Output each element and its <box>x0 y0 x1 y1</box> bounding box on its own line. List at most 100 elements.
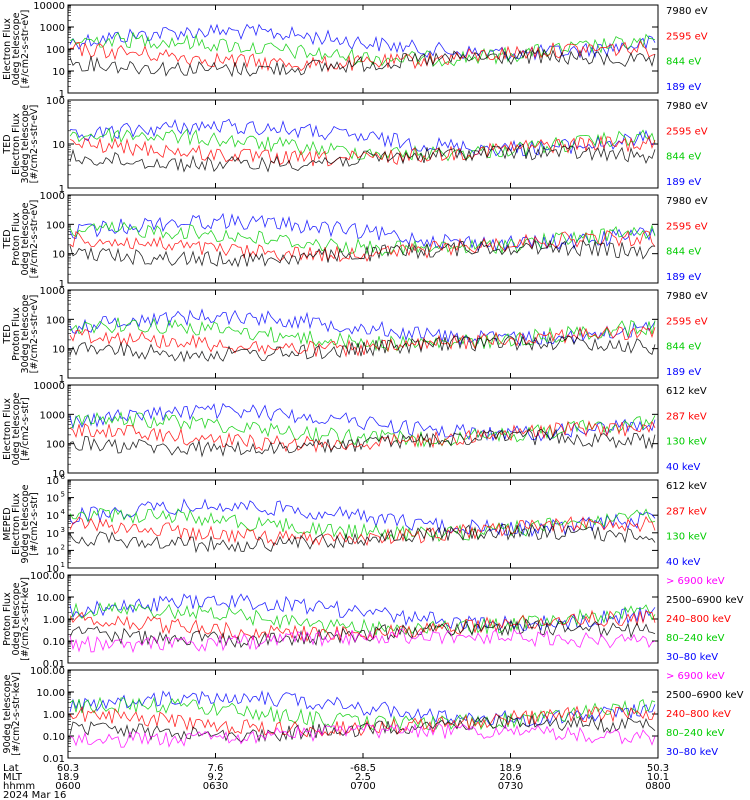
y-tick-label: 0.01 <box>43 754 65 765</box>
y-tick-label: 10 <box>52 469 65 480</box>
legend-entry: 189 eV <box>666 367 701 378</box>
y-axis-label: Electron Flux <box>2 398 13 460</box>
legend-entry: 612 keV <box>666 481 707 492</box>
legend-entry: 7980 eV <box>666 291 708 302</box>
trace-series <box>69 31 656 67</box>
y-tick-label: 1000 <box>40 23 65 34</box>
y-tick-exponent: 6 <box>61 473 66 481</box>
x-tick-label-mlt: 2.5 <box>355 772 371 783</box>
data-traces <box>69 118 656 173</box>
legend-entry: 130 keV <box>666 532 707 543</box>
trace-series <box>69 230 656 263</box>
y-tick-label: 0.10 <box>43 732 65 743</box>
legend-entry: 2500–6900 keV <box>666 690 744 701</box>
trace-series <box>69 515 656 547</box>
y-axis-label: 30deg telescope <box>20 104 31 183</box>
y-axis-label: [#/cm2-s-str-eV] <box>29 295 40 374</box>
y-tick-label: 10 <box>46 476 59 487</box>
data-traces <box>69 593 656 654</box>
legend-entry: 2595 eV <box>666 316 708 327</box>
legend-entry: 2595 eV <box>666 126 708 137</box>
y-axis-label: MEPED <box>2 507 13 540</box>
x-tick-label-mlt: 9.2 <box>208 772 224 783</box>
y-tick-exponent: 4 <box>61 508 66 516</box>
y-axis-label: 90deg telescope <box>2 674 13 753</box>
trace-series <box>69 507 656 542</box>
data-traces <box>69 212 656 268</box>
trace-series <box>69 428 656 458</box>
x-tick-label-hhmm: 0730 <box>498 781 523 792</box>
y-tick-label: 100 <box>46 45 65 56</box>
legend-entry: 844 eV <box>666 57 701 68</box>
legend-entry: 287 keV <box>666 506 707 517</box>
legend-entry: 2595 eV <box>666 221 708 232</box>
legend-entry: 2500–6900 keV <box>666 595 744 606</box>
panel-frame <box>67 479 659 569</box>
data-traces <box>69 402 656 458</box>
y-tick-label: 1 <box>59 89 65 100</box>
y-axis-label: 0deg telescope <box>20 202 31 275</box>
data-traces <box>69 690 656 748</box>
trace-series <box>69 696 656 732</box>
trace-series <box>69 308 656 347</box>
y-axis-label: 0deg telescope <box>11 12 22 85</box>
panel-frame <box>67 99 659 189</box>
legend-entry: 40 keV <box>666 462 700 473</box>
trace-series <box>69 40 656 73</box>
y-axis-label: [#/cm2-s-str-keV] <box>20 577 31 661</box>
y-tick-label: 100.00 <box>30 571 65 582</box>
y-axis-label: 30deg telescope <box>20 294 31 373</box>
trace-series <box>69 317 656 352</box>
trace-series <box>69 212 656 252</box>
legend-entry: 80–240 keV <box>666 728 725 739</box>
trace-series <box>69 402 656 442</box>
legend-entry: 40 keV <box>666 557 700 568</box>
x-tick-label-lat: 7.6 <box>208 763 224 774</box>
legend-entry: 240–800 keV <box>666 709 731 720</box>
trace-series <box>69 705 656 738</box>
trace-series <box>69 601 656 637</box>
y-tick-exponent: 5 <box>61 491 65 499</box>
legend-entry: 130 keV <box>666 437 707 448</box>
y-axis-label: [#/cm2-s-str] <box>20 397 31 460</box>
y-axis-label: [#/cm2-s-str-eV] <box>29 200 40 279</box>
trace-series <box>69 23 656 62</box>
y-axis-label: Electron Flux <box>11 113 22 175</box>
x-tick-label-hhmm: 0700 <box>350 781 375 792</box>
legend-entry: 30–80 keV <box>666 747 718 758</box>
y-tick-label: 100 <box>46 315 65 326</box>
legend-entry: 189 eV <box>666 177 701 188</box>
y-tick-label: 10 <box>46 494 59 505</box>
legend-entry: > 6900 keV <box>666 576 725 587</box>
y-tick-label: 100.00 <box>30 666 65 677</box>
y-tick-label: 10 <box>52 345 65 356</box>
y-axis-label: TED <box>2 229 13 249</box>
legend-entry: 240–800 keV <box>666 614 731 625</box>
trace-series <box>69 238 656 268</box>
x-tick-label-mlt: 20.6 <box>499 772 521 783</box>
y-tick-label: 10 <box>52 67 65 78</box>
y-tick-label: 10.00 <box>36 688 65 699</box>
y-tick-label: 10 <box>52 250 65 261</box>
y-axis-label: Electron Flux <box>11 493 22 555</box>
y-tick-label: 10000 <box>33 381 65 392</box>
legend-entry: 7980 eV <box>666 196 708 207</box>
y-axis-label: Proton Flux <box>2 592 13 646</box>
y-axis-label: 90deg telescope <box>20 484 31 563</box>
legend-entry: 7980 eV <box>666 101 708 112</box>
x-tick-label-lat: -68.5 <box>350 763 376 774</box>
legend-entry: 189 eV <box>666 82 701 93</box>
legend-entry: 844 eV <box>666 247 701 258</box>
legend-entry: 844 eV <box>666 152 701 163</box>
plot-panels: 10000 1000 100 10 1 Electron Flux 0deg telesco… <box>2 1 744 765</box>
y-axis-label: [#/cm2-s-str-keV] <box>11 672 22 756</box>
legend-entry: > 6900 keV <box>666 671 725 682</box>
panel-frame <box>67 289 659 379</box>
legend-entry: 7980 eV <box>666 6 708 17</box>
y-tick-label: 1000 <box>40 410 65 421</box>
x-row-label-lat: Lat <box>3 763 19 774</box>
x-tick-label-hhmm: 0600 <box>55 781 80 792</box>
